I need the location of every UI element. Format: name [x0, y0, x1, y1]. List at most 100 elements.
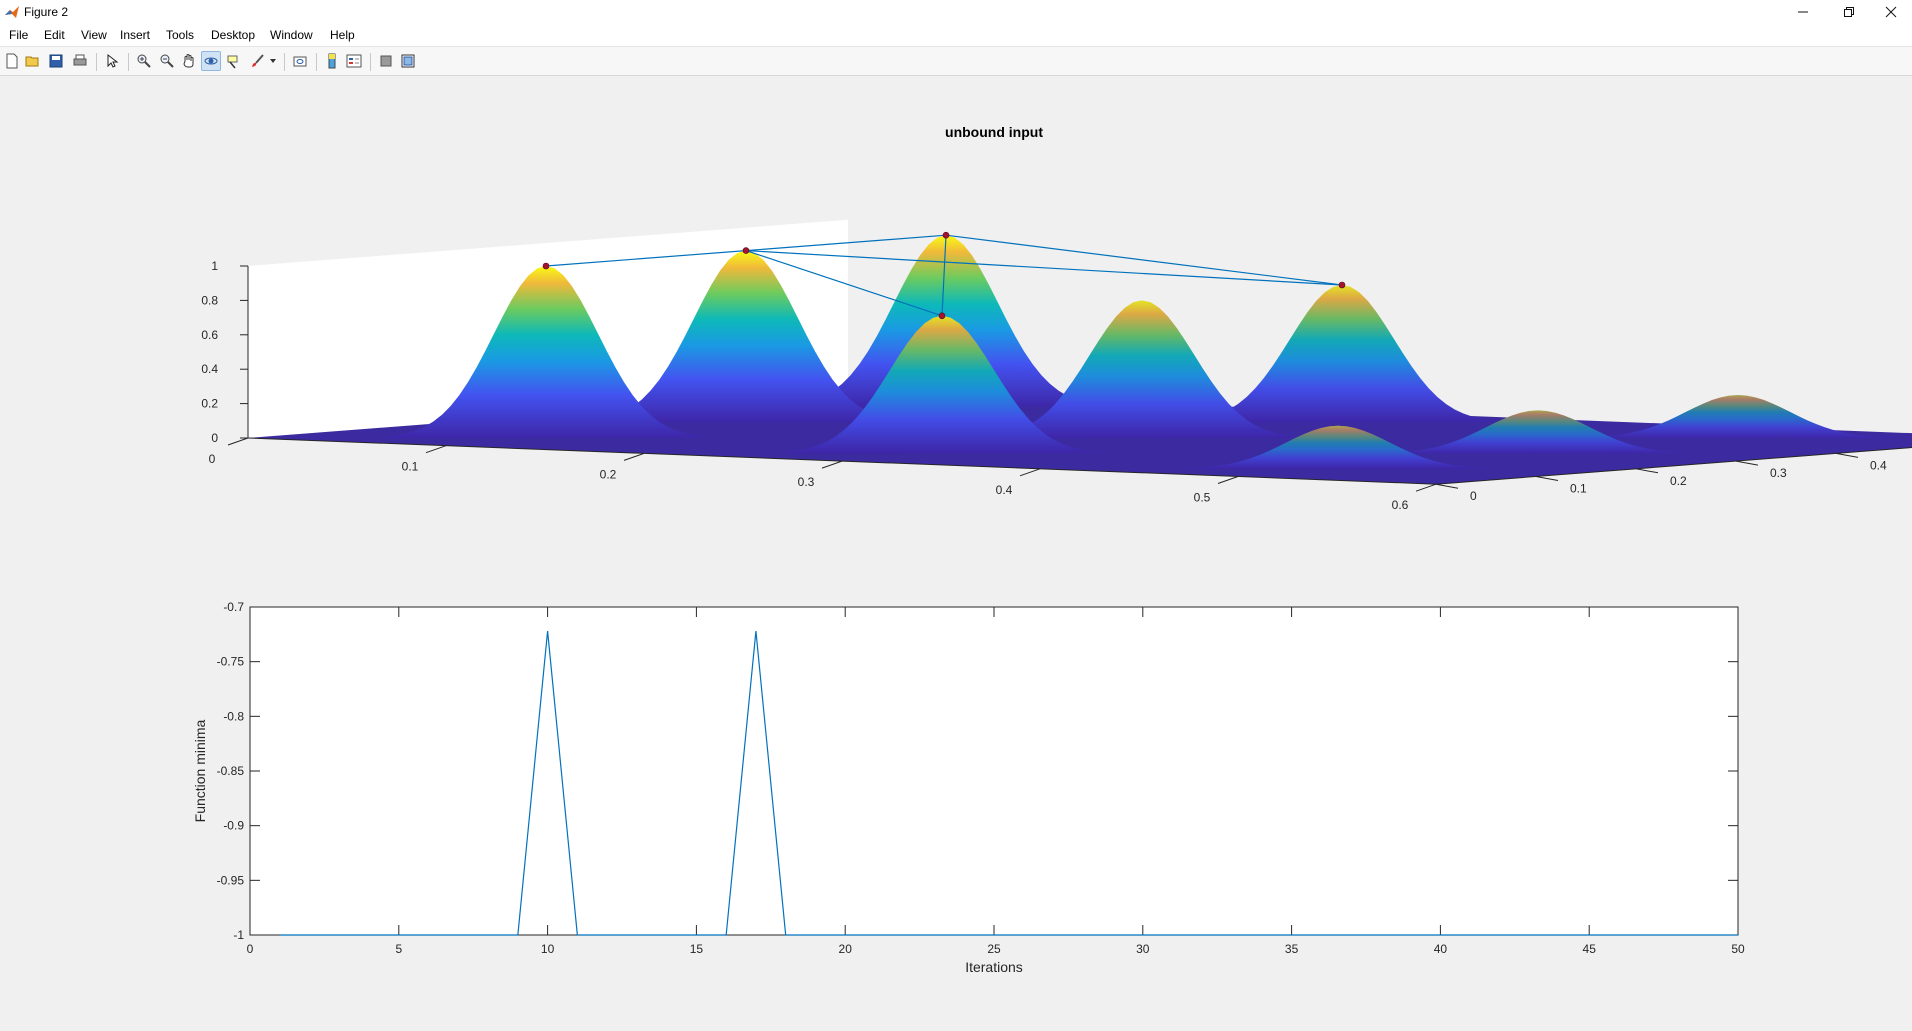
surface-y-tick-label: 0.2 [1670, 474, 1687, 488]
surface-marker-edge [745, 250, 943, 317]
line-x-tick-label: 5 [395, 942, 402, 956]
surface-z-tick-label: 0.8 [201, 293, 218, 307]
line-series-function-minima [279, 630, 1738, 936]
line-x-tick-label: 45 [1583, 942, 1597, 956]
surface-marker [938, 312, 946, 320]
zoom-in-icon[interactable] [134, 51, 154, 71]
line-x-tick-label: 0 [247, 942, 254, 956]
surface-marker-edge [945, 234, 1343, 286]
brush-icon[interactable] [248, 51, 268, 71]
surface-x-tick [1415, 483, 1437, 492]
line-y-label: Function minima [192, 719, 208, 822]
surface-x-tick-label: 0.1 [402, 460, 419, 474]
surface-peak [1164, 425, 1512, 469]
line-plot-area [249, 606, 1739, 936]
close-icon [1885, 6, 1897, 18]
surface-x-tick-label: 0.6 [1392, 498, 1409, 512]
surface-peak [768, 315, 1116, 454]
surface-z-tick-label: 0.6 [201, 328, 218, 342]
surface-peak-shade [1164, 425, 1512, 469]
close-button[interactable] [1868, 0, 1912, 24]
surface-z-tick-label: 0.2 [201, 397, 218, 411]
surface-title: unbound input [945, 124, 1043, 140]
line-y-tick-label: -0.95 [217, 873, 245, 887]
line-x-tick-label: 35 [1285, 942, 1299, 956]
surface-axes[interactable]: 0 0.2 0.4 0.6 0.8 1 0 0.1 0.2 0.3 0.4 0.5 0.6 0 0.1 0… [201, 124, 1912, 512]
menu-help[interactable]: Help [330, 28, 355, 42]
menu-edit[interactable]: Edit [44, 28, 65, 42]
minimize-button[interactable] [1780, 0, 1826, 24]
show-plot-tools-icon[interactable] [398, 51, 418, 71]
data-cursor-icon[interactable] [224, 51, 244, 71]
menu-window[interactable]: Window [270, 28, 313, 42]
line-y-tick-label: -0.7 [223, 600, 244, 614]
surface-x-tick-label: 0.5 [1194, 491, 1211, 505]
surface-peak [968, 300, 1316, 438]
surface-marker [942, 231, 950, 239]
line-x-axis: 0 5 10 15 20 25 30 35 40 45 50 [247, 607, 1745, 956]
surface-x-tick [1019, 468, 1041, 477]
surface-x-tick [821, 460, 843, 469]
surface-x-tick-label: 0 [209, 452, 216, 466]
surface-marker [742, 247, 750, 254]
save-icon[interactable] [46, 51, 66, 71]
surface-markers [542, 231, 1346, 320]
line-y-tick-label: -1 [233, 928, 244, 942]
print-icon[interactable] [70, 51, 90, 71]
hide-plot-tools-icon[interactable] [376, 51, 396, 71]
surface-y-tick [1535, 476, 1559, 481]
surface-peak [372, 266, 720, 438]
surface-x-tick-label: 0.3 [798, 475, 815, 489]
surface-z-tick-label: 1 [211, 259, 218, 273]
line-x-tick-label: 10 [541, 942, 555, 956]
surface-x-axis: 0 0.1 0.2 0.3 0.4 0.5 0.6 [209, 437, 1437, 512]
brush-dropdown-icon[interactable] [268, 51, 278, 71]
surface-y-tick-label: 0.3 [1770, 466, 1787, 480]
surface-y-tick [1735, 460, 1759, 466]
edit-plot-icon[interactable] [102, 51, 122, 71]
line-y-axis: -1 -0.95 -0.9 -0.85 -0.8 -0.75 -0.7 [217, 600, 1738, 942]
line-axes[interactable]: 0 5 10 15 20 25 30 35 40 45 50 -1 -0.95 -0.9 -0.85 -0.… [192, 600, 1745, 975]
menu-view[interactable]: View [81, 28, 107, 42]
surface-y-tick-label: 0 [1470, 489, 1477, 503]
surface-marker-edge [545, 250, 747, 267]
restore-button[interactable] [1826, 0, 1872, 24]
surface-x-tick-label: 0.4 [996, 483, 1013, 497]
menu-desktop[interactable]: Desktop [211, 28, 256, 42]
link-plot-icon[interactable] [290, 51, 310, 71]
menu-tools[interactable]: Tools [166, 28, 195, 42]
line-y-tick-label: -0.75 [217, 655, 245, 669]
line-x-tick-label: 40 [1434, 942, 1448, 956]
menu-insert[interactable]: Insert [120, 28, 151, 42]
rotate-3d-icon[interactable] [201, 51, 221, 71]
surface-peaks [372, 235, 1912, 469]
surface-marker-edges [545, 234, 1343, 317]
line-x-tick-label: 20 [839, 942, 853, 956]
surface-peak [1168, 285, 1516, 423]
pan-icon[interactable] [179, 51, 199, 71]
line-x-tick-label: 15 [690, 942, 704, 956]
zoom-out-icon[interactable] [157, 51, 177, 71]
open-file-icon[interactable] [23, 51, 43, 71]
new-figure-icon[interactable] [2, 51, 22, 71]
surface-marker [542, 262, 550, 270]
surface-y-tick [1835, 452, 1859, 458]
surface-peak-shade [1564, 395, 1912, 438]
surface-marker-edge [941, 235, 947, 316]
surface-y-tick-label: 0.4 [1870, 458, 1887, 472]
restore-icon [1844, 7, 1854, 17]
surface-z-axis: 0 0.2 0.4 0.6 0.8 1 [201, 259, 249, 445]
surface-y-tick [1635, 468, 1659, 474]
surface-x-tick-label: 0.2 [600, 467, 617, 481]
menu-file[interactable]: File [9, 28, 29, 42]
line-y-tick-label: -0.9 [223, 819, 244, 833]
legend-icon[interactable] [344, 51, 364, 71]
colorbar-icon[interactable] [322, 51, 342, 71]
surface-peak [572, 250, 920, 423]
line-x-label: Iterations [965, 959, 1023, 975]
line-x-tick-label: 25 [987, 942, 1001, 956]
surface-z-tick-label: 0 [211, 431, 218, 445]
surface-y-axis: 00.10.20.30.40.50.6 [1435, 447, 1912, 503]
surface-z-tick-label: 0.4 [201, 362, 218, 376]
